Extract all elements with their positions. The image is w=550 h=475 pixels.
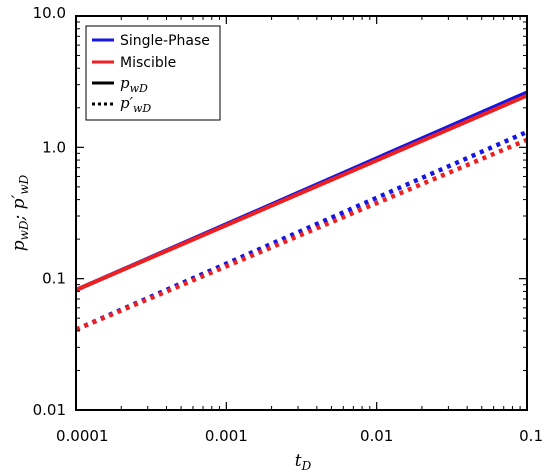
series-line-miscible-derivative [75, 137, 528, 332]
legend-label-miscible: Miscible [120, 55, 176, 71]
x-tick-label: 0.0001 [56, 427, 109, 445]
legend-label-single-phase: Single-Phase [120, 33, 210, 49]
x-tick-label: 0.1 [519, 427, 543, 445]
ticks-layer: 0.0001 0.001 0.01 0.1 0.01 0.1 1.0 10.0 [33, 4, 543, 445]
y-tick-label: 0.01 [33, 401, 66, 419]
x-tick-label: 0.001 [205, 427, 248, 445]
x-axis-label: tD [295, 451, 312, 473]
y-tick-label: 0.1 [42, 270, 66, 288]
x-tick-label: 0.01 [360, 427, 393, 445]
y-tick-label: 1.0 [42, 138, 66, 156]
y-axis-label: pwD; p′wD [9, 174, 31, 251]
series-layer [75, 90, 528, 332]
series-line-miscible-pressure [75, 93, 528, 292]
legend: Single-Phase Miscible pwD p′wD [85, 25, 221, 121]
y-tick-label: 10.0 [33, 4, 66, 22]
plot-frame [75, 15, 528, 411]
legend-box [85, 25, 221, 121]
